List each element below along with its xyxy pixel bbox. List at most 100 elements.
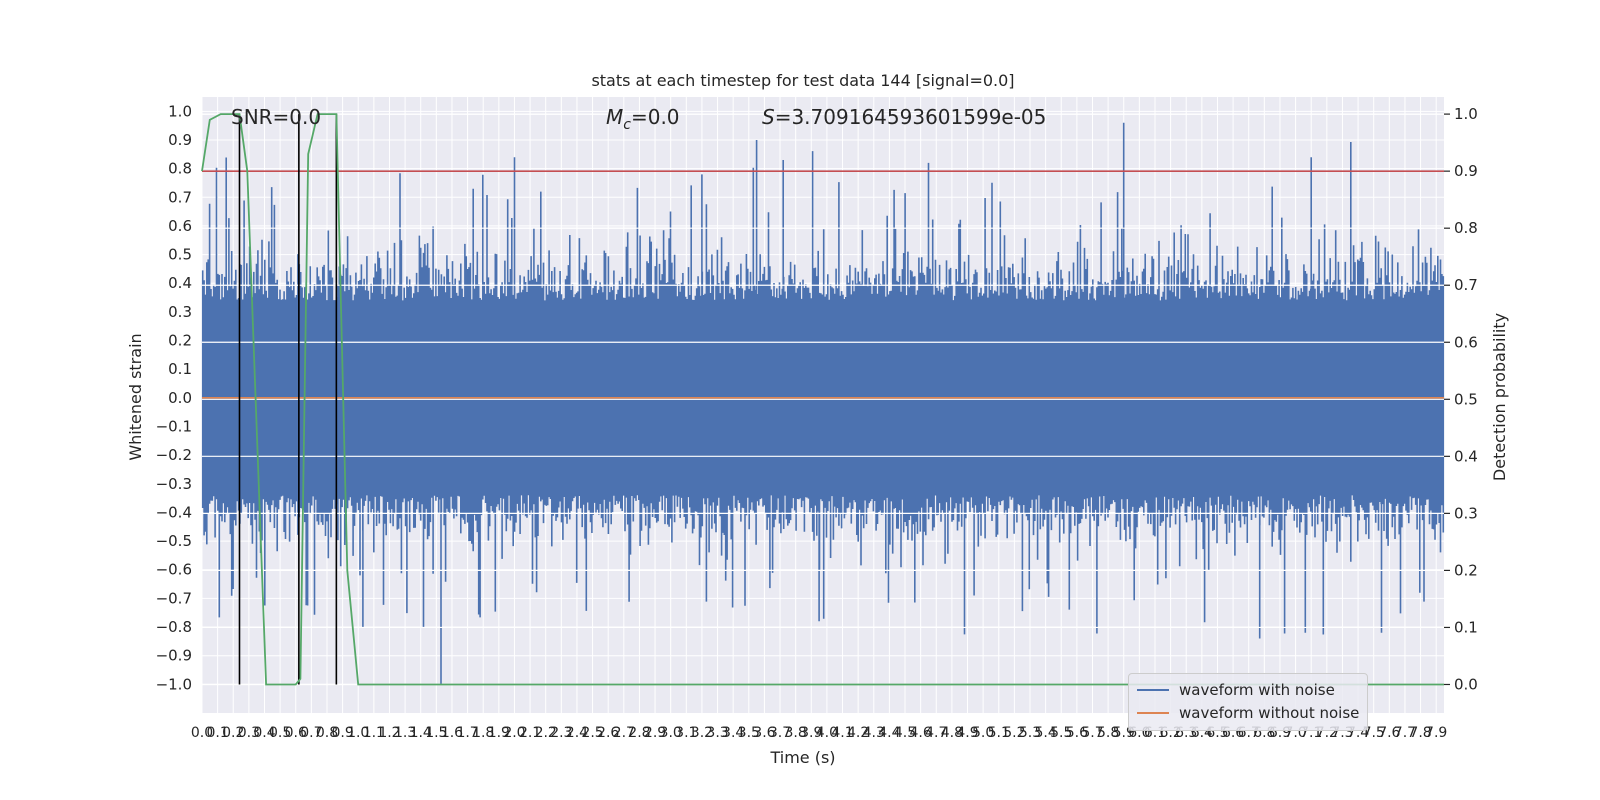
x-tick-label: 3.7 <box>769 725 791 741</box>
x-tick-label: 4.5 <box>894 725 916 741</box>
x-tick-label: 3.6 <box>753 725 775 741</box>
x-tick-label: 4.7 <box>925 725 947 741</box>
chart-title: stats at each timestep for test data 144… <box>591 71 1014 90</box>
x-tick-label: 2.4 <box>566 725 588 741</box>
y2-tick-label: 1.0 <box>1454 105 1478 123</box>
x-tick-label: 7.8 <box>1409 725 1431 741</box>
s-value: =3.709164593601599e-05 <box>775 105 1047 129</box>
legend: waveform with noise waveform without noi… <box>1128 673 1368 731</box>
y-tick-label: 0.3 <box>168 303 192 321</box>
x-tick-label: 7.9 <box>1425 725 1447 741</box>
x-tick-label: 3.3 <box>706 725 728 741</box>
x-tick-label: 1.0 <box>347 725 369 741</box>
x-tick-label: 3.1 <box>675 725 697 741</box>
x-tick-label: 5.3 <box>1019 725 1041 741</box>
x-tick-label: 1.6 <box>441 725 463 741</box>
x-tick-label: 0.9 <box>331 725 353 741</box>
x-tick-label: 7.6 <box>1378 725 1400 741</box>
x-tick-label: 0.3 <box>238 725 260 741</box>
y-tick-label: −1.0 <box>156 675 192 693</box>
y-tick-label: −0.9 <box>156 647 192 665</box>
x-tick-label: 0.2 <box>222 725 244 741</box>
x-tick-label: 5.4 <box>1034 725 1056 741</box>
x-tick-label: 4.0 <box>816 725 838 741</box>
y2-tick-label: 0.7 <box>1454 276 1478 294</box>
x-tick-label: 3.8 <box>785 725 807 741</box>
x-tick-label: 7.5 <box>1363 725 1385 741</box>
snr-power-annotation: S=3.709164593601599e-05 <box>762 105 1046 129</box>
x-tick-label: 2.0 <box>503 725 525 741</box>
y2-axis-ticks: 0.0 0.1 0.2 0.3 0.4 0.5 0.6 0.7 0.8 0.9 1.0 <box>1444 105 1478 693</box>
y2-axis-label: Detection probability <box>1490 313 1509 481</box>
vertical-markers <box>238 114 338 685</box>
x-tick-label: 5.2 <box>1003 725 1025 741</box>
x-tick-label: 1.9 <box>488 725 510 741</box>
y-tick-label: −0.4 <box>156 503 192 521</box>
x-tick-label: 3.2 <box>691 725 713 741</box>
chirp-mass-subscript: c <box>623 117 631 133</box>
x-tick-label: 5.8 <box>1097 725 1119 741</box>
y-tick-label: 0.1 <box>168 360 192 378</box>
y-tick-label: 0.6 <box>168 217 192 235</box>
legend-swatch-without-noise <box>1137 712 1169 714</box>
y-tick-label: −0.1 <box>156 417 192 435</box>
x-tick-label: 1.8 <box>472 725 494 741</box>
chirp-mass-annotation: Mc=0.0 <box>606 105 680 133</box>
y-axis-label: Whitened strain <box>126 333 145 460</box>
x-tick-label: 3.4 <box>722 725 744 741</box>
y-tick-label: −0.2 <box>156 446 192 464</box>
x-tick-label: 2.7 <box>613 725 635 741</box>
y-tick-label: 0.9 <box>168 131 192 149</box>
legend-label-with-noise: waveform with noise <box>1179 681 1335 699</box>
x-tick-label: 0.6 <box>285 725 307 741</box>
x-tick-label: 4.2 <box>847 725 869 741</box>
chirp-mass-value: =0.0 <box>631 105 680 129</box>
s-symbol: S <box>762 105 775 129</box>
y-tick-label: −0.7 <box>156 589 192 607</box>
x-tick-label: 1.4 <box>410 725 432 741</box>
x-tick-label: 4.4 <box>878 725 900 741</box>
legend-item-with-noise: waveform with noise <box>1137 680 1335 700</box>
y-tick-label: 0.0 <box>168 389 192 407</box>
y2-tick-label: 0.3 <box>1454 504 1478 522</box>
y-tick-label: 0.7 <box>168 188 192 206</box>
y2-tick-label: 0.5 <box>1454 390 1478 408</box>
x-tick-label: 5.0 <box>972 725 994 741</box>
x-tick-label: 4.3 <box>863 725 885 741</box>
y2-tick-label: 0.1 <box>1454 618 1478 636</box>
y-tick-label: −0.6 <box>156 561 192 579</box>
x-tick-label: 5.1 <box>988 725 1010 741</box>
y-tick-label: 0.4 <box>168 274 192 292</box>
x-tick-label: 5.7 <box>1081 725 1103 741</box>
legend-label-without-noise: waveform without noise <box>1179 704 1360 722</box>
x-tick-label: 1.2 <box>378 725 400 741</box>
y2-tick-label: 0.2 <box>1454 561 1478 579</box>
x-tick-label: 2.2 <box>535 725 557 741</box>
x-tick-label: 3.0 <box>660 725 682 741</box>
x-tick-label: 1.5 <box>425 725 447 741</box>
legend-swatch-with-noise <box>1137 689 1169 691</box>
x-tick-label: 2.6 <box>597 725 619 741</box>
x-tick-label: 5.6 <box>1066 725 1088 741</box>
x-tick-label: 3.5 <box>738 725 760 741</box>
x-tick-label: 4.9 <box>956 725 978 741</box>
y-tick-label: 0.2 <box>168 332 192 350</box>
x-tick-label: 3.9 <box>800 725 822 741</box>
x-tick-label: 7.7 <box>1394 725 1416 741</box>
series-detection-probability <box>201 113 1444 686</box>
x-tick-label: 4.8 <box>941 725 963 741</box>
y2-tick-label: 0.6 <box>1454 333 1478 351</box>
y-tick-label: −0.3 <box>156 475 192 493</box>
y-tick-label: −0.8 <box>156 618 192 636</box>
x-tick-label: 2.9 <box>644 725 666 741</box>
y-tick-label: −0.5 <box>156 532 192 550</box>
y-tick-label: 0.8 <box>168 160 192 178</box>
x-tick-label: 0.7 <box>300 725 322 741</box>
x-tick-label: 0.5 <box>269 725 291 741</box>
x-tick-label: 2.5 <box>581 725 603 741</box>
x-axis-ticks: 0.00.10.20.30.40.50.60.70.80.91.01.11.21… <box>191 725 1447 741</box>
x-tick-label: 2.8 <box>628 725 650 741</box>
x-tick-label: 2.3 <box>550 725 572 741</box>
x-tick-label: 1.1 <box>363 725 385 741</box>
